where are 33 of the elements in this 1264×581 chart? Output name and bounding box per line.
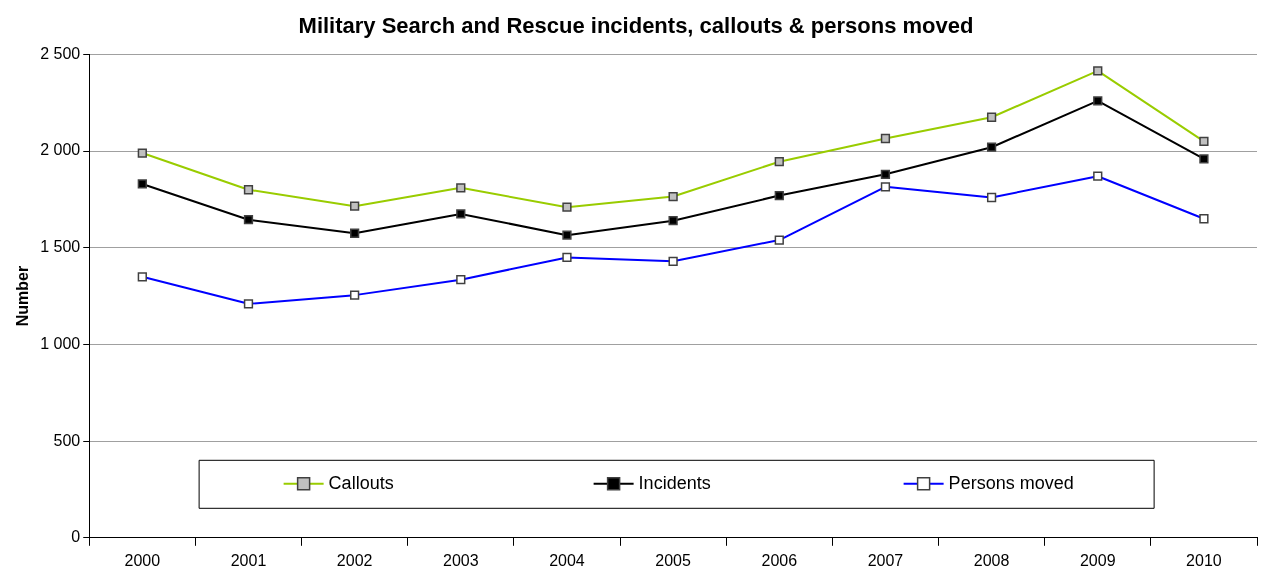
x-tick-label: 2002 bbox=[336, 551, 373, 569]
point bbox=[456, 209, 466, 219]
legend-label: Incidents bbox=[638, 472, 711, 493]
point bbox=[1199, 154, 1209, 164]
x-tick-label: 2004 bbox=[549, 551, 585, 569]
y-tick-label: 2 500 bbox=[40, 44, 81, 62]
x-tick-label: 2007 bbox=[867, 551, 904, 569]
y-axis-title: Number bbox=[14, 265, 32, 327]
chart-title: Military Search and Rescue incidents, callouts & persons moved bbox=[298, 13, 974, 39]
x-tick-label: 2001 bbox=[230, 551, 267, 569]
x-tick-label: 2010 bbox=[1186, 551, 1222, 569]
x-tick-label: 2003 bbox=[443, 551, 479, 569]
point bbox=[562, 230, 572, 240]
y-tick-label: 500 bbox=[53, 431, 81, 449]
point bbox=[350, 228, 360, 238]
y-tick-label: 0 bbox=[71, 528, 81, 546]
point bbox=[243, 215, 254, 225]
point bbox=[137, 179, 147, 189]
point bbox=[986, 142, 997, 152]
x-tick-label: 2006 bbox=[761, 551, 798, 569]
x-tick-label: 2009 bbox=[1079, 551, 1116, 569]
y-tick-label: 2 000 bbox=[40, 141, 81, 159]
x-tick-label: 2005 bbox=[655, 551, 692, 569]
x-tick-label: 2000 bbox=[124, 551, 161, 569]
x-tick-label: 2008 bbox=[973, 551, 1010, 569]
point bbox=[880, 169, 891, 179]
point bbox=[774, 190, 784, 201]
point bbox=[668, 216, 678, 226]
y-tick-label: 1 500 bbox=[40, 238, 81, 256]
legend-label: Persons moved bbox=[948, 472, 1074, 493]
y-tick-label: 1 000 bbox=[40, 334, 81, 352]
legend-label: Callouts bbox=[328, 472, 394, 493]
point bbox=[1093, 96, 1103, 106]
